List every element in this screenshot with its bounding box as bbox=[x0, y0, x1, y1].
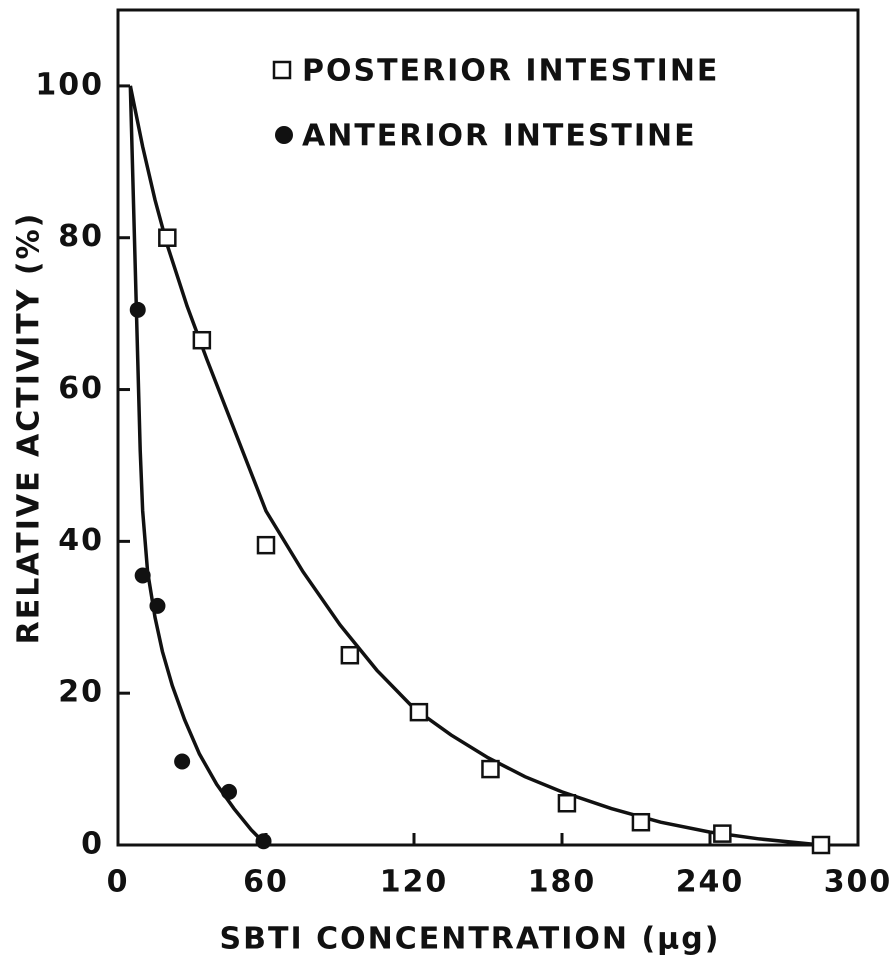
point bbox=[149, 597, 166, 614]
point bbox=[811, 835, 831, 855]
x-tick-label: 180 bbox=[528, 865, 597, 900]
x-tick-label: 300 bbox=[824, 865, 891, 900]
legend-label: ANTERIOR INTESTINE bbox=[302, 119, 697, 154]
x-tick-label: 60 bbox=[243, 865, 289, 900]
legend-label: POSTERIOR INTESTINE bbox=[302, 54, 719, 89]
point bbox=[481, 759, 500, 779]
point bbox=[255, 833, 272, 850]
point bbox=[174, 753, 191, 770]
x-tick-label: 0 bbox=[107, 865, 130, 900]
legend-marker bbox=[272, 60, 292, 80]
y-tick-label: 20 bbox=[58, 675, 104, 710]
y-axis-label: RELATIVE ACTIVITY (%) bbox=[12, 212, 47, 645]
legend-marker bbox=[275, 126, 293, 144]
point bbox=[256, 535, 276, 555]
point bbox=[631, 812, 651, 832]
x-tick-label: 120 bbox=[380, 865, 449, 900]
point bbox=[134, 567, 151, 584]
point bbox=[557, 794, 577, 813]
x-axis-label: SBTI CONCENTRATION (μg) bbox=[220, 922, 721, 957]
fit-curve bbox=[128, 85, 268, 847]
point bbox=[158, 228, 177, 247]
y-tick-label: 40 bbox=[58, 523, 104, 558]
y-tick-label: 100 bbox=[35, 67, 104, 102]
plot-frame bbox=[116, 8, 860, 847]
point bbox=[409, 702, 429, 722]
point bbox=[192, 330, 212, 350]
point bbox=[221, 783, 237, 800]
point bbox=[129, 301, 146, 318]
y-tick-label: 60 bbox=[58, 371, 104, 406]
y-tick-label: 80 bbox=[58, 219, 104, 254]
x-tick-label: 240 bbox=[676, 865, 745, 900]
point bbox=[713, 824, 732, 843]
fit-curve bbox=[128, 85, 822, 847]
point bbox=[340, 645, 360, 665]
y-tick-label: 0 bbox=[81, 827, 104, 862]
